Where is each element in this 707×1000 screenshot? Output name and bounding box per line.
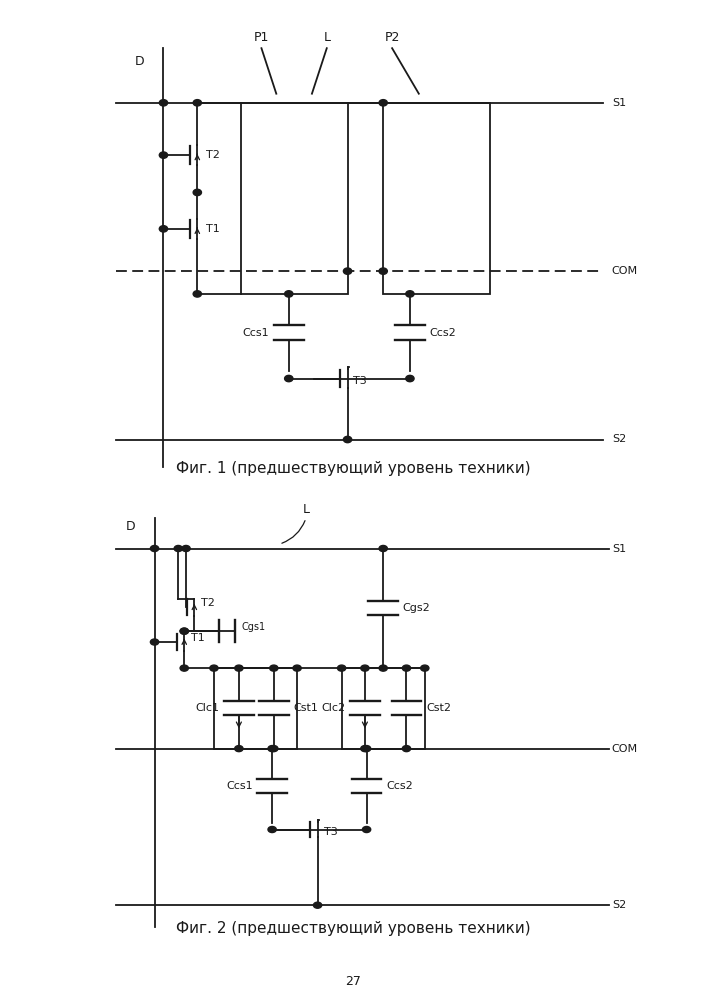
Text: T3: T3 xyxy=(354,376,367,386)
Text: Clc1: Clc1 xyxy=(195,703,219,713)
Text: Ccs2: Ccs2 xyxy=(430,328,456,338)
Circle shape xyxy=(151,545,158,552)
Circle shape xyxy=(379,545,387,552)
Circle shape xyxy=(363,826,370,833)
Circle shape xyxy=(402,746,411,752)
Circle shape xyxy=(313,902,322,908)
Text: S2: S2 xyxy=(612,900,626,910)
Circle shape xyxy=(193,100,201,106)
Circle shape xyxy=(379,665,387,671)
Circle shape xyxy=(268,826,276,833)
Text: T2: T2 xyxy=(201,598,216,608)
Circle shape xyxy=(285,375,293,382)
Circle shape xyxy=(344,268,351,274)
Circle shape xyxy=(361,746,369,752)
Text: T1: T1 xyxy=(206,224,219,234)
Text: T2: T2 xyxy=(206,150,219,160)
Circle shape xyxy=(235,665,243,671)
Text: Cgs1: Cgs1 xyxy=(241,622,265,632)
Circle shape xyxy=(379,100,387,106)
Text: Cgs2: Cgs2 xyxy=(403,603,431,613)
Text: T1: T1 xyxy=(192,633,205,643)
Circle shape xyxy=(269,665,278,671)
Circle shape xyxy=(337,665,346,671)
Text: L: L xyxy=(323,31,330,44)
Text: COM: COM xyxy=(612,266,638,276)
Text: COM: COM xyxy=(612,744,638,754)
Circle shape xyxy=(269,746,278,752)
Circle shape xyxy=(193,189,201,196)
Circle shape xyxy=(235,746,243,752)
Text: Ccs1: Ccs1 xyxy=(226,781,252,791)
Circle shape xyxy=(402,665,411,671)
Circle shape xyxy=(293,665,301,671)
Text: 27: 27 xyxy=(346,975,361,988)
Text: Фиг. 2 (предшествующий уровень техники): Фиг. 2 (предшествующий уровень техники) xyxy=(176,921,531,936)
Circle shape xyxy=(174,545,182,552)
Circle shape xyxy=(268,746,276,752)
Circle shape xyxy=(406,375,414,382)
Circle shape xyxy=(344,436,351,443)
Circle shape xyxy=(379,268,387,274)
Text: D: D xyxy=(135,55,144,68)
Text: S1: S1 xyxy=(612,544,626,554)
Text: Фиг. 1 (предшествующий уровень техники): Фиг. 1 (предшествующий уровень техники) xyxy=(176,461,531,476)
Circle shape xyxy=(285,291,293,297)
Circle shape xyxy=(421,665,429,671)
Circle shape xyxy=(151,639,158,645)
Text: Ccs1: Ccs1 xyxy=(243,328,269,338)
Circle shape xyxy=(363,746,370,752)
Text: D: D xyxy=(126,520,136,533)
Bar xyxy=(240,103,348,294)
Text: P2: P2 xyxy=(385,31,399,44)
Circle shape xyxy=(159,226,168,232)
Text: S2: S2 xyxy=(612,434,626,444)
Text: Ccs2: Ccs2 xyxy=(386,781,413,791)
Bar xyxy=(214,668,297,749)
Text: S1: S1 xyxy=(612,98,626,108)
Circle shape xyxy=(406,291,414,297)
Bar xyxy=(341,668,425,749)
Circle shape xyxy=(159,100,168,106)
Circle shape xyxy=(159,152,168,158)
Circle shape xyxy=(193,291,201,297)
Circle shape xyxy=(180,665,188,671)
Circle shape xyxy=(361,665,369,671)
Circle shape xyxy=(180,628,188,634)
Text: L: L xyxy=(303,503,310,516)
Text: T3: T3 xyxy=(324,827,337,837)
Circle shape xyxy=(182,545,190,552)
Circle shape xyxy=(210,665,218,671)
Text: Cst2: Cst2 xyxy=(426,703,451,713)
Bar xyxy=(383,103,490,294)
Circle shape xyxy=(180,628,188,634)
Text: P1: P1 xyxy=(254,31,269,44)
Text: Clc2: Clc2 xyxy=(321,703,345,713)
Text: Cst1: Cst1 xyxy=(293,703,318,713)
